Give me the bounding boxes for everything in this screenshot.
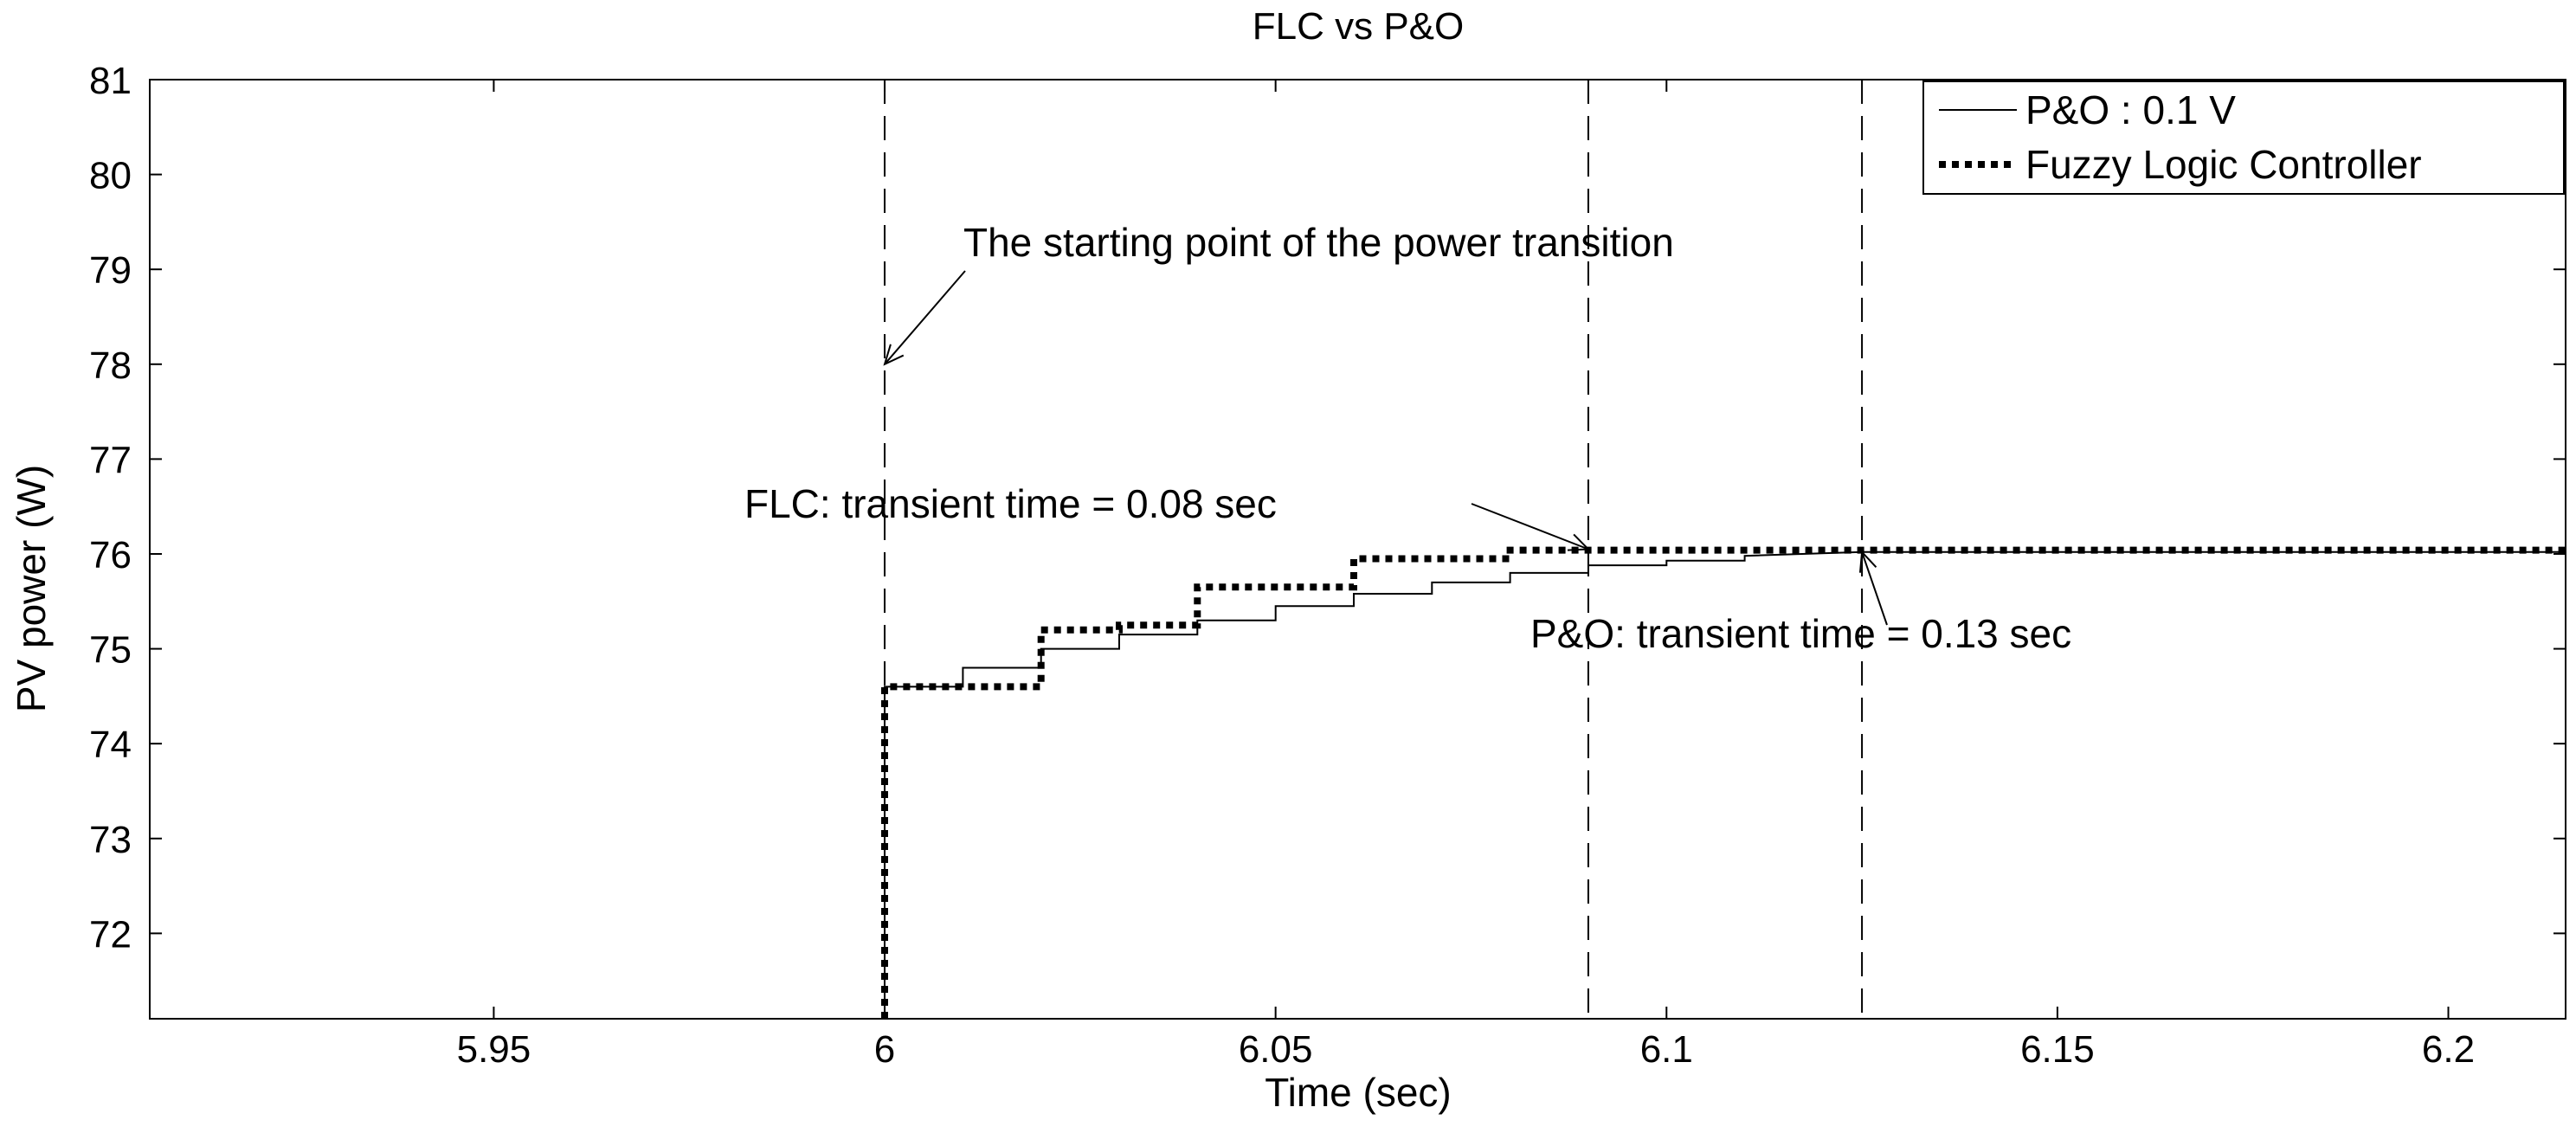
plot-frame bbox=[149, 79, 2566, 1020]
annotation-arrowhead bbox=[1567, 533, 1591, 551]
y-tick-label: 72 bbox=[89, 913, 132, 956]
legend-box bbox=[1922, 80, 2565, 195]
y-tick-label: 79 bbox=[89, 249, 132, 292]
x-tick-label: 6.15 bbox=[2020, 1028, 2095, 1071]
chart-title: FLC vs P&O bbox=[1253, 5, 1465, 48]
annotations: The starting point of the power transiti… bbox=[744, 220, 2071, 656]
annotation-arrow bbox=[884, 270, 966, 365]
y-ticks: 72 73 74 75 76 77 78 79 80 81 bbox=[89, 60, 2566, 956]
y-tick-label: 76 bbox=[89, 534, 132, 576]
series-line-flc bbox=[881, 546, 2566, 1019]
y-tick-label: 77 bbox=[89, 439, 132, 481]
x-tick-label: 6.2 bbox=[2422, 1028, 2475, 1071]
annotation-po: P&O: transient time = 0.13 sec bbox=[1530, 611, 2071, 656]
annotation-flc: FLC: transient time = 0.08 sec bbox=[744, 481, 1277, 526]
x-tick-label: 5.95 bbox=[457, 1028, 531, 1071]
y-tick-label: 78 bbox=[89, 344, 132, 387]
annotation-arrow bbox=[1861, 551, 1888, 626]
annotation-arrowhead bbox=[883, 344, 905, 366]
x-tick-label: 6 bbox=[874, 1028, 895, 1071]
annotation-arrow bbox=[1471, 503, 1589, 550]
x-tick-label: 6.05 bbox=[1239, 1028, 1313, 1071]
y-tick-label: 73 bbox=[89, 819, 132, 861]
y-tick-label: 74 bbox=[89, 724, 132, 766]
x-ticks: 5.95 6 6.05 6.1 6.15 6.2 bbox=[457, 80, 2475, 1071]
legend-label-po: P&O : 0.1 V bbox=[2025, 87, 2236, 132]
legend-label-flc: Fuzzy Logic Controller bbox=[2025, 142, 2422, 187]
y-tick-label: 75 bbox=[89, 629, 132, 672]
plot-content bbox=[881, 80, 2566, 1019]
y-tick-label: 81 bbox=[89, 60, 132, 102]
legend: P&O : 0.1 V Fuzzy Logic Controller bbox=[1922, 80, 2565, 195]
y-tick-label: 80 bbox=[89, 155, 132, 197]
x-tick-label: 6.1 bbox=[1640, 1028, 1693, 1071]
y-axis-label: PV power (W) bbox=[9, 465, 54, 712]
annotation-start: The starting point of the power transiti… bbox=[963, 220, 1674, 265]
x-axis-label: Time (sec) bbox=[1265, 1070, 1452, 1115]
annotation-arrowhead bbox=[1858, 550, 1877, 573]
